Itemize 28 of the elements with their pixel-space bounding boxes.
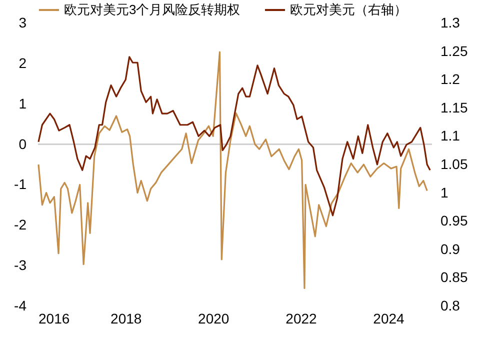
- y2-tick-label: 1.15: [440, 99, 468, 116]
- legend-label: 欧元对美元3个月风险反转期权: [64, 2, 240, 17]
- y2-tick-label: 1: [440, 184, 448, 200]
- x-tick-label: 2018: [110, 310, 142, 326]
- line-series: [38, 51, 428, 290]
- y-tick-label: -1: [14, 176, 27, 192]
- line-series: [38, 56, 431, 216]
- y-tick-label: 0: [18, 136, 27, 152]
- x-tick-label: 2016: [38, 310, 70, 326]
- y2-tick-label: 1.05: [440, 156, 468, 172]
- y2-tick-label: 0.85: [440, 269, 468, 286]
- y2-tick-label: 0.95: [440, 212, 468, 229]
- y2-tick-label: 1.3: [440, 14, 460, 30]
- y2-tick-label: 1.25: [440, 42, 468, 59]
- y-tick-label: 3: [18, 14, 27, 30]
- y-tick-label: -2: [14, 216, 27, 233]
- y-tick-label: -4: [14, 298, 27, 314]
- y2-tick-label: 0.9: [440, 240, 460, 257]
- x-tick-label: 2020: [198, 310, 230, 326]
- x-tick-label: 2022: [286, 310, 318, 326]
- y2-tick-label: 1.2: [440, 71, 460, 88]
- y2-tick-label: 0.8: [440, 298, 460, 314]
- x-tick-label: 2024: [373, 310, 405, 326]
- y-tick-label: 2: [18, 54, 27, 71]
- y-tick-label: -3: [14, 257, 27, 274]
- legend-label: 欧元对美元（右轴）: [290, 2, 407, 17]
- y-tick-label: 1: [18, 95, 27, 112]
- y2-tick-label: 1.1: [440, 128, 460, 144]
